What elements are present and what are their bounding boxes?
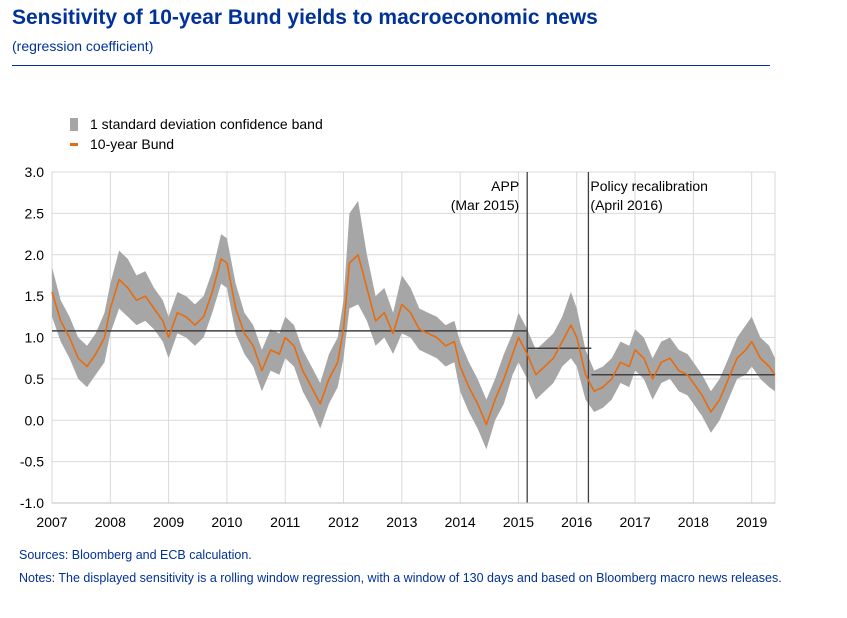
x-tick-label: 2017 [619, 514, 650, 530]
legend-item-band: 1 standard deviation confidence band [70, 114, 323, 134]
y-tick-label: 0.0 [25, 412, 45, 428]
x-tick-label: 2008 [95, 514, 126, 530]
event-label: APP [491, 178, 519, 194]
x-tick-label: 2015 [503, 514, 534, 530]
y-tick-label: 1.5 [25, 288, 45, 304]
y-tick-label: 2.5 [25, 205, 45, 221]
event-label: Policy recalibration [590, 178, 708, 194]
legend-band-label: 1 standard deviation confidence band [90, 116, 323, 132]
x-tick-label: 2012 [328, 514, 359, 530]
title-divider [12, 65, 770, 66]
legend-line-label: 10-year Bund [90, 136, 175, 152]
confidence-band [52, 201, 775, 450]
y-tick-label: 1.0 [25, 330, 45, 346]
y-tick-label: 0.5 [25, 371, 45, 387]
x-tick-label: 2014 [445, 514, 476, 530]
x-tick-label: 2011 [270, 514, 300, 530]
y-tick-label: -1.0 [20, 495, 44, 511]
page-subtitle: (regression coefficient) [12, 38, 154, 54]
x-tick-label: 2019 [736, 514, 767, 530]
line-swatch [70, 142, 78, 146]
page-title: Sensitivity of 10-year Bund yields to ma… [12, 6, 598, 29]
x-tick-label: 2009 [153, 514, 184, 530]
y-tick-label: 3.0 [25, 164, 45, 180]
legend-item-line: 10-year Bund [70, 134, 323, 154]
x-tick-label: 2010 [211, 514, 242, 530]
notes-text: Notes: The displayed sensitivity is a ro… [19, 571, 782, 585]
x-tick-label: 2013 [386, 514, 417, 530]
x-tick-label: 2018 [678, 514, 709, 530]
x-tick-label: 2007 [36, 514, 67, 530]
sources-note: Sources: Bloomberg and ECB calculation. [19, 548, 252, 562]
y-tick-label: 2.0 [25, 247, 45, 263]
x-tick-label: 2016 [561, 514, 592, 530]
y-tick-label: -0.5 [20, 454, 44, 470]
event-label-date: (April 2016) [590, 197, 662, 213]
event-label-date: (Mar 2015) [451, 197, 519, 213]
bund-line [51, 254, 776, 426]
band-swatch [70, 117, 78, 131]
chart-legend: 1 standard deviation confidence band 10-… [70, 114, 323, 154]
